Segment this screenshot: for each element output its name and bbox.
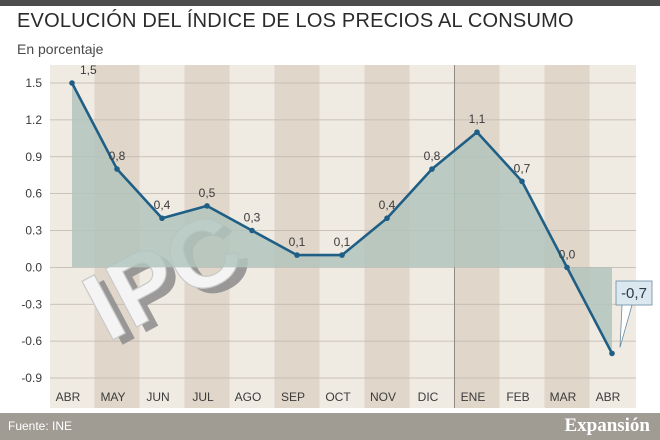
y-tick-label: 0.6 — [25, 187, 42, 201]
data-point — [474, 129, 480, 135]
data-point — [159, 215, 165, 222]
x-tick-label: ABR — [56, 390, 81, 404]
chart-title: EVOLUCIÓN DEL ÍNDICE DE LOS PRECIOS AL C… — [17, 10, 574, 32]
y-tick-label: 0.9 — [25, 150, 42, 164]
series-area — [72, 83, 612, 354]
data-point — [519, 178, 525, 185]
x-tick-label: MAR — [550, 390, 577, 404]
x-tick-label: ABR — [596, 390, 621, 404]
data-label: 0,5 — [199, 186, 216, 200]
data-label: 0,1 — [334, 235, 351, 249]
data-label: 1,5 — [80, 63, 97, 77]
y-tick-label: 1.2 — [25, 113, 42, 127]
data-label: 0,4 — [154, 198, 171, 212]
data-point — [114, 166, 120, 172]
data-point — [339, 252, 345, 258]
data-point — [69, 80, 75, 86]
x-tick-label: DIC — [418, 390, 439, 404]
data-point — [384, 215, 390, 222]
data-label: 0,3 — [244, 211, 261, 225]
x-tick-label: FEB — [506, 390, 529, 404]
y-tick-label: 0.3 — [25, 224, 42, 238]
data-point — [564, 264, 570, 271]
source-label: Fuente: INE — [8, 419, 73, 433]
x-tick-label: ENE — [461, 390, 486, 404]
x-tick-label: MAY — [100, 390, 125, 404]
data-label: 0,1 — [289, 235, 306, 249]
callout-box — [615, 280, 653, 306]
y-tick-label: 1.5 — [25, 76, 42, 90]
x-tick-label: JUL — [192, 390, 214, 404]
x-tick-label: SEP — [281, 390, 305, 404]
data-point — [249, 227, 255, 234]
data-point — [609, 350, 615, 357]
callout-pointer — [619, 304, 633, 348]
data-point — [294, 252, 300, 258]
x-tick-label: AGO — [235, 390, 262, 404]
callout-label: -0,7 — [621, 285, 647, 302]
data-label: 0,7 — [514, 161, 531, 175]
y-tick-label: -0.3 — [21, 297, 42, 311]
y-tick-label: 0.0 — [25, 260, 42, 274]
data-label: 0,4 — [379, 198, 396, 212]
header-bar — [0, 0, 660, 6]
month-band — [274, 65, 320, 408]
footer-bar: Fuente: INE Expansión — [0, 413, 660, 440]
x-tick-label: OCT — [325, 390, 351, 404]
y-tick-label: -0.6 — [21, 334, 42, 348]
data-label: 1,1 — [469, 112, 486, 126]
data-point — [429, 166, 435, 172]
brand-logo: Expansión — [564, 415, 650, 436]
data-label: 0,0 — [559, 247, 576, 261]
x-tick-label: JUN — [146, 390, 169, 404]
x-tick-label: NOV — [370, 390, 396, 404]
data-label: 0,8 — [424, 149, 441, 163]
data-label: 0,8 — [109, 149, 126, 163]
chart-subtitle: En porcentaje — [17, 41, 104, 57]
data-point — [204, 203, 210, 209]
y-tick-label: -0.9 — [21, 371, 42, 385]
